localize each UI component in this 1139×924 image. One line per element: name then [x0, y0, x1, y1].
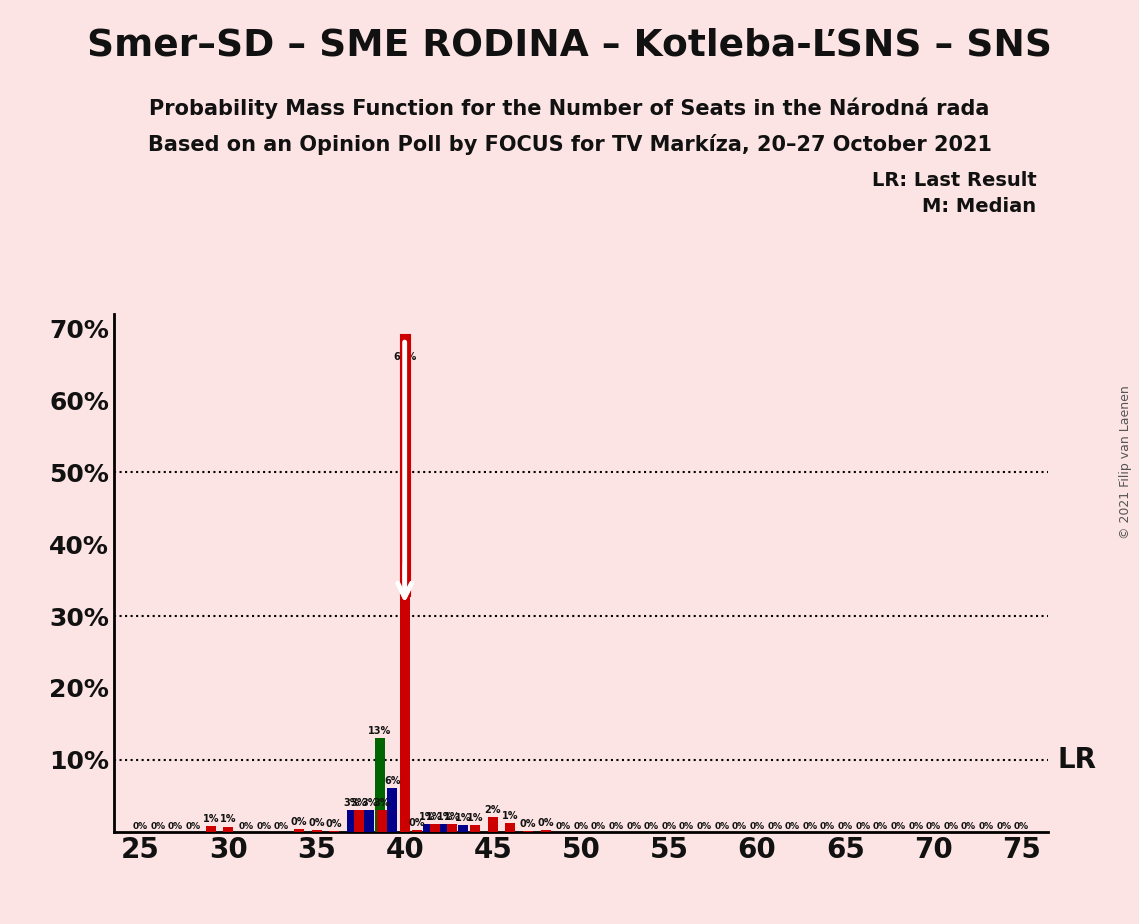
Text: 3%: 3% — [351, 798, 367, 808]
Bar — [354, 810, 363, 832]
Text: 1%: 1% — [220, 814, 237, 824]
Bar — [458, 825, 468, 832]
Bar — [206, 826, 216, 832]
Bar — [375, 738, 385, 832]
Bar — [412, 830, 423, 832]
Text: 0%: 0% — [785, 821, 800, 831]
Text: 0%: 0% — [538, 818, 554, 828]
Text: Smer–SD – SME RODINA – Kotleba-ĽSNS – SNS: Smer–SD – SME RODINA – Kotleba-ĽSNS – SN… — [87, 28, 1052, 64]
Bar — [470, 825, 481, 832]
Text: 0%: 0% — [644, 821, 659, 831]
Text: 1%: 1% — [203, 814, 219, 823]
Text: 0%: 0% — [608, 821, 624, 831]
Bar — [346, 810, 357, 832]
Text: 0%: 0% — [662, 821, 677, 831]
Text: 1%: 1% — [419, 812, 436, 822]
Text: 0%: 0% — [891, 821, 906, 831]
Text: 0%: 0% — [908, 821, 924, 831]
Bar — [223, 827, 233, 832]
Text: Based on an Opinion Poll by FOCUS for TV Markíza, 20–27 October 2021: Based on an Opinion Poll by FOCUS for TV… — [147, 134, 992, 155]
Bar — [387, 788, 398, 832]
Text: 0%: 0% — [714, 821, 729, 831]
Text: 0%: 0% — [732, 821, 747, 831]
Text: 0%: 0% — [872, 821, 888, 831]
Text: 0%: 0% — [768, 821, 782, 831]
Text: 0%: 0% — [837, 821, 853, 831]
Text: 2%: 2% — [484, 805, 501, 815]
Text: 3%: 3% — [374, 798, 390, 808]
Text: 0%: 0% — [591, 821, 606, 831]
Bar — [423, 824, 433, 832]
Text: 1%: 1% — [444, 812, 460, 822]
Text: 1%: 1% — [454, 813, 472, 823]
Bar — [506, 823, 516, 832]
Text: 0%: 0% — [679, 821, 694, 831]
Text: 0%: 0% — [573, 821, 589, 831]
Text: 0%: 0% — [961, 821, 976, 831]
Text: Probability Mass Function for the Number of Seats in the Národná rada: Probability Mass Function for the Number… — [149, 97, 990, 118]
Text: 0%: 0% — [290, 817, 308, 827]
Text: 0%: 0% — [997, 821, 1011, 831]
Text: 0%: 0% — [697, 821, 712, 831]
Text: 0%: 0% — [1014, 821, 1029, 831]
Text: 0%: 0% — [273, 821, 289, 831]
Bar — [448, 824, 457, 832]
Text: 0%: 0% — [855, 821, 870, 831]
Text: LR: LR — [1057, 746, 1096, 773]
Text: 65%: 65% — [393, 352, 416, 362]
Text: 0%: 0% — [926, 821, 941, 831]
Bar — [429, 824, 440, 832]
Text: 0%: 0% — [409, 818, 425, 828]
Text: 0%: 0% — [186, 821, 200, 831]
Text: 0%: 0% — [978, 821, 993, 831]
Text: 3%: 3% — [361, 798, 378, 808]
Text: 1%: 1% — [426, 812, 443, 822]
Bar — [400, 364, 410, 832]
Bar — [487, 817, 498, 832]
Text: 0%: 0% — [150, 821, 165, 831]
Text: 0%: 0% — [943, 821, 959, 831]
Text: 0%: 0% — [519, 819, 536, 829]
Text: 0%: 0% — [556, 821, 571, 831]
Text: 0%: 0% — [169, 821, 183, 831]
Text: LR: Last Result: LR: Last Result — [871, 171, 1036, 190]
Text: 1%: 1% — [437, 812, 453, 822]
Bar — [364, 810, 375, 832]
Text: © 2021 Filip van Laenen: © 2021 Filip van Laenen — [1118, 385, 1132, 539]
Text: 0%: 0% — [309, 818, 325, 828]
Text: 0%: 0% — [626, 821, 641, 831]
Bar — [312, 830, 321, 832]
Text: 6%: 6% — [384, 776, 401, 786]
Text: 1%: 1% — [502, 811, 518, 821]
Bar — [294, 829, 304, 832]
Text: 3%: 3% — [344, 798, 360, 808]
Text: 0%: 0% — [802, 821, 818, 831]
Text: 1%: 1% — [467, 813, 483, 823]
Text: 0%: 0% — [326, 819, 343, 829]
Text: 0%: 0% — [749, 821, 764, 831]
Text: 0%: 0% — [820, 821, 835, 831]
Bar — [440, 824, 450, 832]
Bar — [377, 810, 387, 832]
Text: 0%: 0% — [256, 821, 271, 831]
Text: 13%: 13% — [368, 726, 392, 736]
Text: M: Median: M: Median — [923, 197, 1036, 216]
Text: 0%: 0% — [133, 821, 148, 831]
Text: 0%: 0% — [238, 821, 254, 831]
Bar — [541, 830, 550, 832]
